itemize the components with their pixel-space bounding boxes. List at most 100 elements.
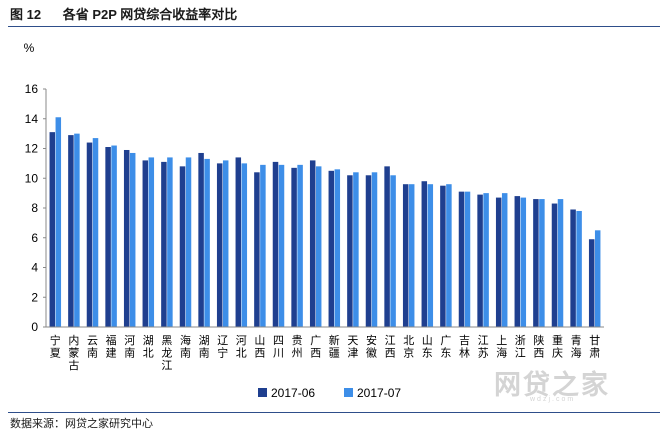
x-tick-label: 新疆 xyxy=(329,333,340,360)
x-tick-label: 黑龙江 xyxy=(161,334,172,372)
bar-2017-06-宁夏 xyxy=(49,132,56,327)
figure-title: 图 12 各省 P2P 网贷综合收益率对比 xyxy=(10,7,238,22)
x-tick-label: 四川 xyxy=(273,335,284,360)
legend-label-2017-07: 2017-07 xyxy=(357,386,401,400)
x-tick-label: 上海 xyxy=(496,334,507,360)
bar-2017-06-江西 xyxy=(384,166,390,327)
legend-swatch-2017-07 xyxy=(344,388,353,397)
x-tick-label: 天津 xyxy=(347,335,358,360)
bar-2017-06-山西 xyxy=(254,172,260,327)
bar-2017-06-广西 xyxy=(309,160,316,327)
x-tick-label: 福建 xyxy=(106,333,117,360)
bar-2017-07-江苏 xyxy=(483,193,489,328)
bar-2017-07-天津 xyxy=(353,172,359,327)
y-tick-label: 16 xyxy=(25,82,39,96)
bar-2017-06-安徽 xyxy=(365,175,372,327)
x-tick-label: 浙江 xyxy=(515,334,526,360)
watermark-logo: 网贷之家 xyxy=(494,370,610,400)
bar-2017-07-山西 xyxy=(260,164,266,327)
bar-2017-07-浙江 xyxy=(520,197,527,327)
x-tick-label: 河北 xyxy=(236,334,247,360)
bar-2017-06-广东 xyxy=(440,185,446,327)
x-tick-label: 贵州 xyxy=(292,334,303,360)
bar-2017-06-四川 xyxy=(272,161,279,327)
bar-2017-07-吉林 xyxy=(464,191,471,327)
bar-2017-06-湖南 xyxy=(198,152,204,327)
bar-2017-07-陕西 xyxy=(539,199,545,327)
bar-2017-07-贵州 xyxy=(297,164,303,327)
bar-2017-07-重庆 xyxy=(557,199,564,327)
x-tick-label: 甘肃 xyxy=(589,334,600,360)
x-tick-label: 湖南 xyxy=(199,334,210,360)
bar-2017-07-山东 xyxy=(427,184,434,327)
x-tick-label: 内蒙古 xyxy=(68,333,79,372)
x-tick-label: 青海 xyxy=(571,334,582,360)
data-source-note: 数据来源：网贷之家研究中心 xyxy=(10,418,153,430)
legend-swatch-2017-06 xyxy=(258,388,267,397)
bar-2017-07-内蒙古 xyxy=(74,133,80,328)
y-axis-ticks: 0 2 4 6 8 10 12 14 16 xyxy=(25,82,46,334)
x-tick-label: 吉林 xyxy=(459,334,470,360)
bar-2017-07-江西 xyxy=(390,175,396,327)
bar-2017-07-北京 xyxy=(408,184,415,327)
bar-2017-07-河南 xyxy=(129,152,136,327)
x-tick-label: 云南 xyxy=(87,335,98,360)
bar-2017-07-新疆 xyxy=(334,169,341,327)
bar-2017-06-北京 xyxy=(402,184,409,327)
x-tick-label: 广西 xyxy=(310,334,321,360)
y-tick-label: 2 xyxy=(31,290,38,304)
watermark-url: wdzj.com xyxy=(530,396,576,403)
bar-chart: % 0 2 4 6 8 10 12 14 16 宁夏内蒙古云南福建河南湖北黑龙江海南湖南辽宁河北… xyxy=(24,41,604,400)
bar-2017-06-上海 xyxy=(495,197,502,327)
bar-2017-06-吉林 xyxy=(458,191,465,327)
bar-2017-06-黑龙江 xyxy=(161,161,167,327)
bar-2017-07-湖北 xyxy=(148,157,155,327)
bar-2017-07-辽宁 xyxy=(222,160,229,327)
x-tick-label: 安徽 xyxy=(366,333,377,360)
x-tick-label: 宁夏 xyxy=(50,333,61,360)
bar-2017-07-河北 xyxy=(241,163,248,328)
bar-2017-06-云南 xyxy=(86,142,93,327)
y-tick-label: 0 xyxy=(31,320,38,334)
x-tick-label: 山东 xyxy=(422,334,433,360)
y-axis-unit-label: % xyxy=(24,41,35,55)
legend: 2017-06 2017-07 xyxy=(258,386,401,400)
x-tick-label: 陕西 xyxy=(533,333,544,360)
bar-2017-06-河南 xyxy=(123,149,130,327)
bar-2017-07-云南 xyxy=(92,138,99,327)
bar-2017-07-福建 xyxy=(111,145,117,327)
bar-2017-06-贵州 xyxy=(291,167,297,327)
bar-2017-06-辽宁 xyxy=(216,163,223,328)
bar-2017-06-天津 xyxy=(347,175,353,327)
y-tick-label: 4 xyxy=(31,261,38,275)
x-tick-label: 北京 xyxy=(403,334,414,360)
bar-2017-07-黑龙江 xyxy=(167,157,173,327)
bar-2017-06-重庆 xyxy=(551,203,558,327)
bar-2017-06-甘肃 xyxy=(588,239,595,327)
bar-2017-07-上海 xyxy=(501,193,508,328)
x-tick-label: 海南 xyxy=(180,333,191,360)
bars xyxy=(49,117,601,328)
bar-2017-07-海南 xyxy=(185,157,192,327)
bar-2017-07-甘肃 xyxy=(594,230,601,327)
bar-2017-07-安徽 xyxy=(371,172,378,327)
bar-2017-07-四川 xyxy=(278,164,285,327)
bar-2017-07-广西 xyxy=(315,166,322,327)
y-tick-label: 10 xyxy=(25,171,39,185)
bar-2017-06-新疆 xyxy=(328,170,335,327)
bar-2017-06-陕西 xyxy=(533,199,539,327)
bar-2017-07-青海 xyxy=(576,210,582,327)
x-tick-label: 江苏 xyxy=(478,334,489,360)
bar-2017-06-青海 xyxy=(570,209,576,327)
bar-2017-07-广东 xyxy=(446,184,452,327)
y-tick-label: 14 xyxy=(25,112,39,126)
x-tick-label: 山西 xyxy=(254,334,265,360)
bar-2017-07-宁夏 xyxy=(55,117,62,327)
bar-2017-06-河北 xyxy=(235,157,242,327)
x-tick-label: 江西 xyxy=(385,334,396,360)
x-tick-label: 河南 xyxy=(124,334,135,360)
x-tick-label: 重庆 xyxy=(552,333,563,360)
bar-2017-06-山东 xyxy=(421,181,428,327)
bar-2017-06-湖北 xyxy=(142,160,149,327)
y-tick-label: 6 xyxy=(31,231,38,245)
